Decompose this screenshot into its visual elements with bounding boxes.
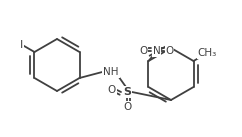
Text: O: O [108, 85, 116, 95]
Text: CH₃: CH₃ [198, 48, 217, 58]
Text: O: O [165, 46, 174, 56]
Text: O: O [139, 46, 148, 56]
Text: N: N [153, 46, 160, 56]
Text: I: I [20, 39, 23, 49]
Text: S: S [123, 87, 131, 97]
Text: NH: NH [103, 67, 119, 77]
Text: O: O [123, 102, 131, 112]
